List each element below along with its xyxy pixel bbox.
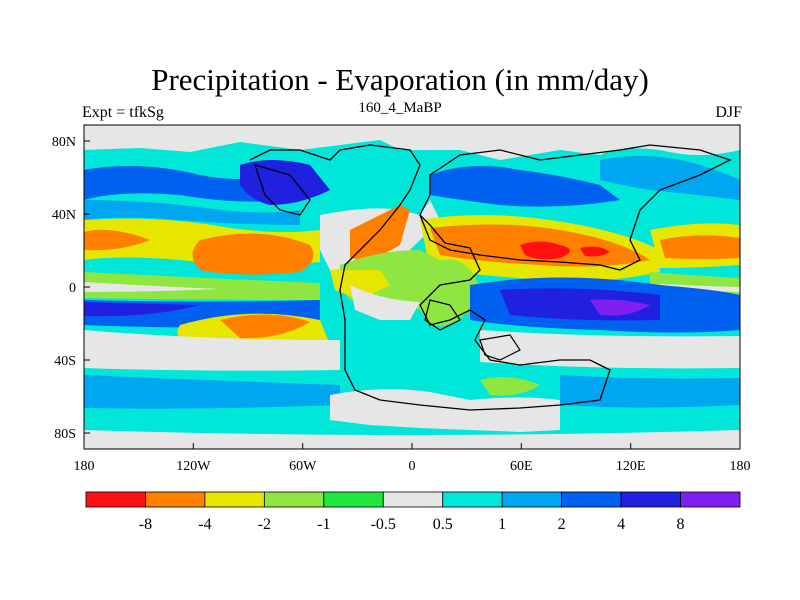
gondwana-outline [249, 144, 611, 411]
map-title: Precipitation - Evaporation (in mm/day) [151, 62, 649, 97]
colorbar-label: -4 [198, 516, 211, 533]
south-pacific-dark-blue [84, 302, 200, 317]
colorbar-label: 4 [617, 516, 625, 533]
colorbar-swatch [263, 491, 325, 508]
colorbar-label: 2 [558, 516, 566, 533]
colorbar-swatch [204, 491, 265, 508]
colorbar-label: 8 [677, 516, 685, 533]
field-layer [84, 125, 740, 449]
tethys-red-small [580, 246, 610, 257]
colorbar-swatch [501, 491, 563, 508]
colorbar-swatch [561, 491, 622, 508]
colorbar-swatch [323, 491, 384, 508]
experiment-label: Expt = tfkSg [82, 104, 164, 121]
lat-label-80n: 80N [52, 135, 76, 150]
eurasia-outline [419, 144, 732, 271]
longitude-axis: 180 120W 60W 0 60E 120E 180 [74, 443, 751, 474]
equator-green-west [84, 272, 320, 300]
north-pacific-band [84, 166, 290, 202]
south-midlat-gray-east [480, 330, 740, 369]
south-subtropics-orange [220, 314, 310, 339]
colorbar-label: -2 [258, 516, 271, 533]
colorbar-swatch [620, 491, 681, 508]
lat-label-40s: 40S [54, 354, 76, 369]
colorbar-swatch [382, 491, 444, 508]
antarctica-gray [330, 389, 560, 432]
colorbar-label: 0.5 [433, 516, 453, 533]
southern-ocean-blue-east [560, 375, 740, 408]
colorbar-label: -1 [317, 516, 330, 533]
southern-ocean-blue [84, 375, 340, 409]
north-america-storm [240, 160, 330, 205]
latitude-axis: 80N 40N 0 40S 80S [52, 135, 90, 442]
lon-label-60w: 60W [289, 459, 317, 474]
lon-label-180w: 180 [74, 459, 95, 474]
north-america-outline [254, 164, 311, 216]
lon-label-120w: 120W [176, 459, 211, 474]
east-pacific-orange [192, 233, 314, 275]
colorbar-swatch [680, 491, 741, 508]
west-pacific-orange-east [660, 235, 740, 259]
lon-label-180e: 180 [730, 459, 751, 474]
atlantic-orange-strip [350, 205, 410, 262]
arctic-region [84, 125, 740, 160]
colorbar-swatch [85, 491, 146, 508]
gondwana-yellow [330, 270, 390, 300]
north-subtropics-blue [84, 200, 300, 225]
south-africa-green [480, 376, 540, 396]
west-pacific-orange [84, 229, 150, 251]
south-midlat-gray [84, 330, 340, 371]
india-outline [479, 334, 521, 361]
east-asia-band [600, 156, 740, 200]
lat-label-80s: 80S [54, 427, 76, 442]
south-pole-gray [84, 430, 740, 449]
indian-ocean-purple [590, 299, 650, 316]
colorbar-swatch [442, 491, 503, 508]
gondwana-gray-center [350, 285, 420, 320]
colorbar: -8 -4 -2 -1 -0.5 0.5 1 2 4 8 [85, 491, 741, 533]
madagascar-outline [424, 299, 461, 331]
colorbar-label: 1 [498, 516, 506, 533]
tethys-red [520, 241, 570, 260]
lon-label-120e: 120E [616, 459, 646, 474]
lon-label-60e: 60E [510, 459, 533, 474]
colorbar-swatch [145, 491, 206, 508]
lat-label-40n: 40N [52, 208, 76, 223]
gondwana-green [340, 250, 480, 326]
lat-label-0: 0 [69, 281, 76, 296]
eurasia-band [430, 166, 620, 207]
season-label: DJF [715, 104, 742, 121]
lon-label-0: 0 [409, 459, 416, 474]
equator-gray-west [84, 282, 220, 292]
period-label: 160_4_MaBP [358, 100, 442, 116]
colorbar-label: -8 [139, 516, 152, 533]
colorbar-label: -0.5 [371, 516, 396, 533]
